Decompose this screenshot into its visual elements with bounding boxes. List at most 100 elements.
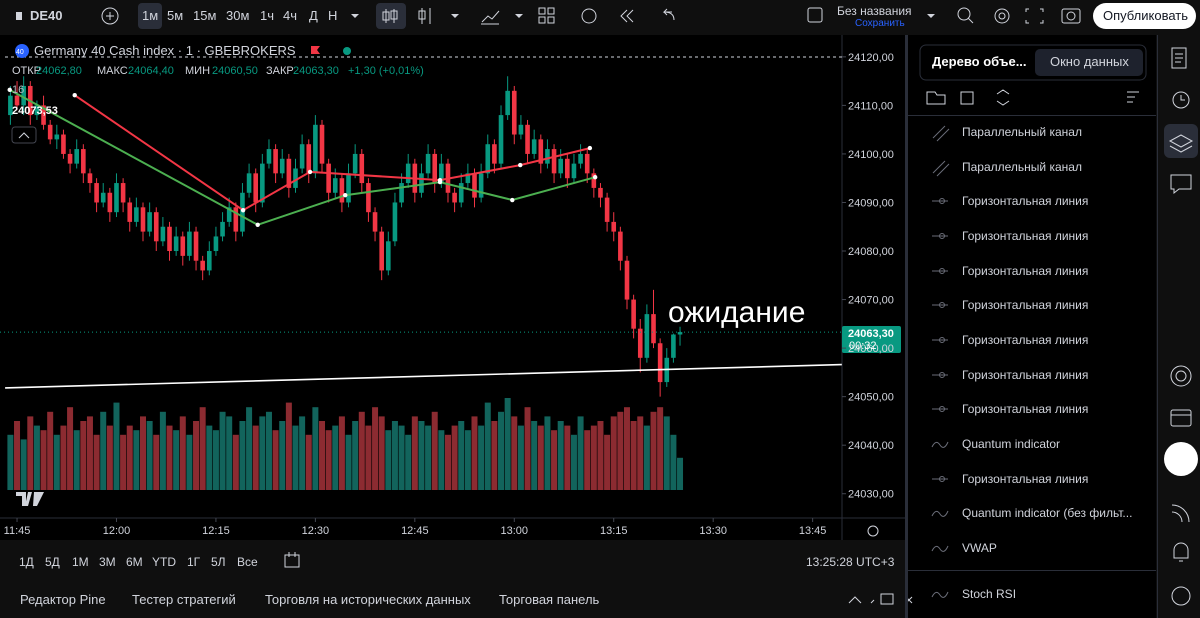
object-item[interactable]: VWAP: [962, 541, 997, 555]
candle-body: [14, 95, 20, 106]
candle-body: [551, 149, 557, 174]
object-icon-handle: [939, 198, 945, 204]
apps-button[interactable]: [1164, 442, 1198, 476]
ohlc-value: 24060,50: [212, 65, 258, 77]
indicator-value: 24073,53: [12, 105, 58, 117]
range-button[interactable]: 1Д: [19, 555, 34, 569]
range-button[interactable]: 5Л: [211, 555, 226, 569]
divider: [905, 35, 908, 618]
volume-bar: [610, 416, 617, 490]
save-link[interactable]: Сохранить: [855, 18, 905, 29]
bottom-tab[interactable]: Редактор Pine: [20, 592, 106, 607]
bottom-tab[interactable]: Торговля на исторических данных: [265, 592, 471, 607]
object-icon-handle: [939, 268, 945, 274]
object-item[interactable]: Stoch RSI: [962, 587, 1017, 601]
red-trend-line-point: [307, 169, 313, 175]
volume-bar: [372, 407, 379, 490]
volume-bar: [27, 416, 34, 490]
object-item[interactable]: Горизонтальная линия: [962, 298, 1089, 312]
object-item[interactable]: Quantum indicator: [962, 437, 1061, 451]
red-trend-line-point: [587, 145, 593, 151]
active-interval-bg[interactable]: [138, 3, 162, 29]
symbol-title: Germany 40 Cash index · 1 · GBEBROKERS: [34, 43, 296, 58]
data-tab[interactable]: Окно данных: [1050, 54, 1129, 69]
market-status: [343, 47, 351, 55]
candle-body: [538, 139, 544, 164]
object-item[interactable]: Горизонтальная линия: [962, 472, 1089, 486]
layout-name[interactable]: Без названия: [837, 4, 912, 18]
active-sidebar-button[interactable]: [1164, 124, 1198, 158]
volume-bar: [265, 411, 272, 490]
object-item[interactable]: Горизонтальная линия: [962, 333, 1089, 347]
tree-tab[interactable]: Дерево объе...: [932, 54, 1027, 69]
red-trend-line-point: [518, 162, 523, 168]
range-button[interactable]: 1Г: [187, 555, 201, 569]
object-item[interactable]: Горизонтальная линия: [962, 368, 1089, 382]
candle-body: [525, 124, 530, 154]
volume-bar: [405, 434, 412, 490]
candle-body: [657, 343, 663, 383]
flag-icon: [311, 46, 320, 54]
volume-bar: [153, 434, 160, 490]
candle-body: [498, 115, 504, 164]
candle-body: [213, 236, 219, 252]
candle-body: [319, 124, 325, 164]
layout-checkbox[interactable]: [807, 7, 823, 23]
ohlc-label: ЗАКР: [266, 65, 294, 77]
interval-button[interactable]: Д: [309, 8, 318, 23]
object-item[interactable]: Горизонтальная линия: [962, 229, 1089, 243]
candle-body: [173, 236, 179, 252]
candle-body: [299, 144, 305, 169]
interval-button[interactable]: 4ч: [283, 8, 298, 23]
volume-bar: [584, 430, 591, 490]
range-button[interactable]: Все: [237, 555, 258, 569]
volume-bar: [20, 439, 27, 490]
volume-bar: [305, 434, 312, 490]
volume-bar: [617, 411, 624, 490]
object-item[interactable]: Параллельный канал: [962, 125, 1082, 139]
green-trend-line-point: [510, 197, 515, 203]
object-item[interactable]: Параллельный канал: [962, 160, 1082, 174]
interval-button[interactable]: 1ч: [260, 8, 275, 23]
candle-body: [100, 192, 106, 203]
bottom-tab[interactable]: Торговая панель: [499, 592, 600, 607]
candle-body: [558, 158, 563, 174]
range-button[interactable]: 3М: [99, 555, 116, 569]
object-item[interactable]: Quantum indicator (без фильт...: [962, 506, 1133, 520]
volume-bar: [113, 402, 120, 490]
interval-button[interactable]: 5м: [167, 8, 184, 23]
bottom-tab[interactable]: Тестер стратегий: [132, 592, 236, 607]
object-item[interactable]: Горизонтальная линия: [962, 402, 1089, 416]
range-button[interactable]: 6М: [126, 555, 143, 569]
volume-bar: [425, 425, 432, 490]
publish-button[interactable]: [1093, 3, 1196, 29]
volume-bar: [133, 430, 140, 490]
object-icon: [931, 441, 949, 448]
divider: [908, 115, 1156, 116]
interval-button[interactable]: 30м: [226, 8, 250, 23]
collapse-button[interactable]: [11, 126, 37, 144]
object-item[interactable]: Горизонтальная линия: [962, 194, 1089, 208]
volume-bar: [232, 434, 239, 490]
clock: 13:25:28 UTC+3: [806, 555, 895, 569]
red-trend-line: [74, 94, 591, 212]
add-symbol-icon[interactable]: [101, 7, 119, 25]
interval-button[interactable]: 15м: [193, 8, 217, 23]
interval-button[interactable]: 1м: [142, 8, 159, 23]
range-button[interactable]: 1М: [72, 555, 89, 569]
range-button[interactable]: YTD: [152, 555, 176, 569]
volume-bar: [643, 425, 650, 490]
ohlc-label: МИН: [185, 65, 211, 77]
green-trend-line-point: [255, 222, 260, 228]
volume-bar: [159, 411, 166, 490]
volume-bar: [166, 425, 173, 490]
publish-label[interactable]: Опубликовать: [1103, 8, 1189, 23]
symbol[interactable]: DE40: [30, 8, 63, 23]
y-tick-label: 24110,00: [848, 100, 893, 112]
range-button[interactable]: 5Д: [45, 555, 60, 569]
candle-body: [94, 183, 99, 203]
object-item[interactable]: Горизонтальная линия: [962, 264, 1089, 278]
candle-body: [598, 187, 603, 198]
interval-button[interactable]: Н: [328, 8, 338, 23]
candle-body: [352, 153, 358, 174]
